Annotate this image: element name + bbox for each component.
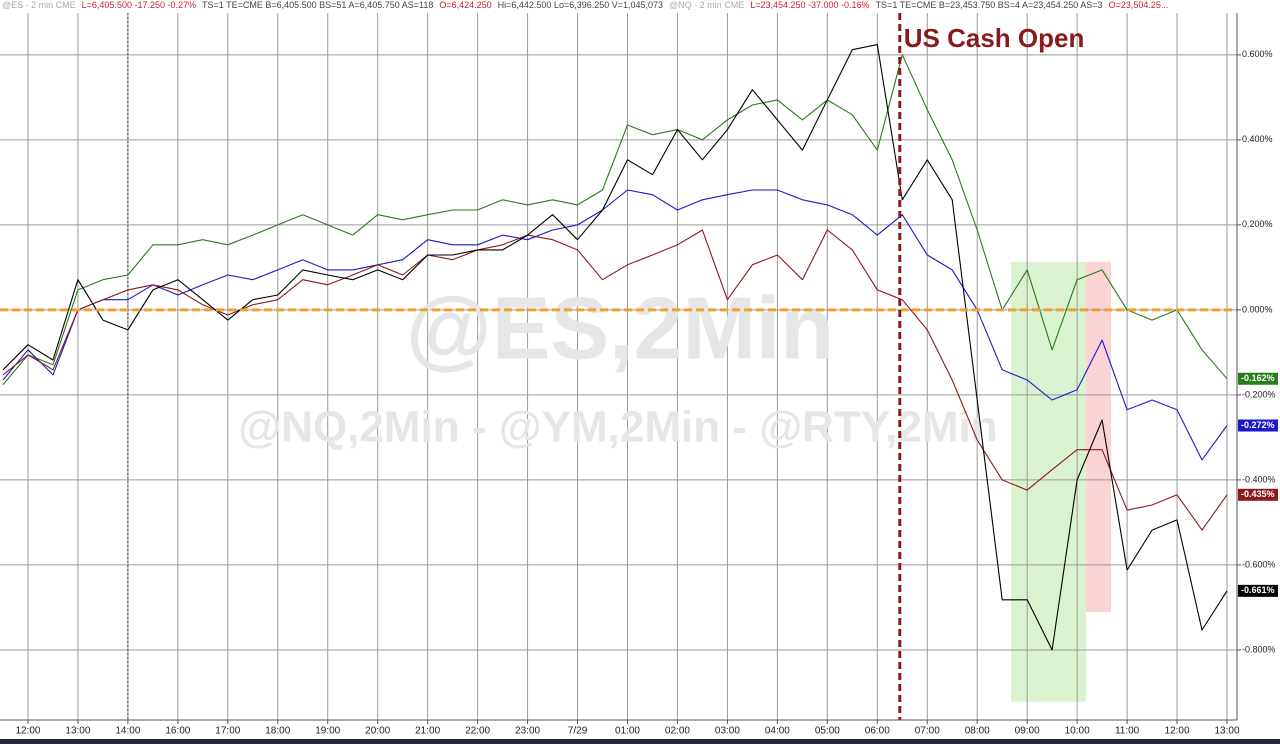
y-tick-label: -0.800% bbox=[1242, 644, 1276, 654]
shaded-layer bbox=[1011, 261, 1112, 702]
x-tick-label: 12:00 bbox=[15, 726, 40, 737]
x-tick-label: 02:00 bbox=[665, 726, 690, 737]
x-tick-label: 06:00 bbox=[865, 726, 890, 737]
x-tick-label: 08:00 bbox=[965, 726, 990, 737]
x-tick-label: 13:00 bbox=[65, 726, 90, 737]
watermark: @NQ,2Min - @YM,2Min - @RTY,2Min bbox=[238, 403, 997, 452]
x-tick-label: 17:00 bbox=[215, 726, 240, 737]
x-tick-label: 22:00 bbox=[465, 726, 490, 737]
x-tick-label: 05:00 bbox=[815, 726, 840, 737]
annotation: US Cash Open bbox=[904, 23, 1085, 53]
y-tick-label: -0.600% bbox=[1242, 559, 1276, 569]
x-tick-label: 19:00 bbox=[315, 726, 340, 737]
header-segment: @ES - 2 min CME bbox=[2, 0, 76, 10]
series-line bbox=[2, 189, 1228, 461]
x-tick-label: 09:00 bbox=[1015, 726, 1040, 737]
header: @ES - 2 min CME L=6,405.500 -17.250 -0.27… bbox=[2, 0, 1168, 10]
x-tick-label: 10:00 bbox=[1065, 726, 1090, 737]
x-tick-label: 07:00 bbox=[915, 726, 940, 737]
shaded-region bbox=[1086, 261, 1112, 613]
value-label-box bbox=[1238, 419, 1278, 432]
watermark: @ES,2Min bbox=[406, 278, 834, 377]
header-segment: O=23,504.25... bbox=[1109, 0, 1169, 10]
value-label: -0.162% bbox=[1241, 373, 1275, 383]
value-label: -0.435% bbox=[1241, 489, 1275, 499]
y-tick-label: -0.400% bbox=[1242, 474, 1276, 484]
header-segment: TS=1 TE=CME B=23,453.750 BS=4 A=23,454.2… bbox=[876, 0, 1103, 10]
value-label-box bbox=[1238, 584, 1278, 597]
value-label: -0.272% bbox=[1241, 420, 1275, 430]
header-segment: @NQ - 2 min CME bbox=[669, 0, 744, 10]
series-line bbox=[2, 44, 1228, 651]
series-line bbox=[2, 54, 1228, 386]
x-tick-label: 20:00 bbox=[365, 726, 390, 737]
y-tick-label: -0.200% bbox=[1242, 389, 1276, 399]
x-tick-label: 04:00 bbox=[765, 726, 790, 737]
header-bar bbox=[0, 0, 1280, 13]
x-tick-label: 13:00 bbox=[1214, 726, 1239, 737]
x-tick-label: 01:00 bbox=[615, 726, 640, 737]
value-label: -0.661% bbox=[1241, 585, 1275, 595]
value-label-box bbox=[1238, 488, 1278, 501]
watermark-layer: @ES,2Min @NQ,2Min - @YM,2Min - @RTY,2Min bbox=[238, 278, 997, 451]
lines-layer bbox=[2, 44, 1228, 651]
y-tick-label: 0.600% bbox=[1242, 49, 1273, 59]
x-tick-label: 11:00 bbox=[1115, 726, 1140, 737]
header-segment: TS=1 TE=CME B=6,405.500 BS=51 A=6,405.75… bbox=[202, 0, 433, 10]
overlay-layer: US Cash Open bbox=[0, 13, 1237, 720]
x-tick-label: 12:00 bbox=[1165, 726, 1190, 737]
x-tick-label: 18:00 bbox=[265, 726, 290, 737]
y-tick-label: 0.200% bbox=[1242, 219, 1273, 229]
shaded-region bbox=[1011, 261, 1087, 702]
series-line bbox=[2, 229, 1228, 531]
header-segment: Hi=6,442.500 Lo=6,396.250 V=1,045,073 bbox=[498, 0, 663, 10]
x-tick-label: 21:00 bbox=[415, 726, 440, 737]
x-tick-label: 14:00 bbox=[115, 726, 140, 737]
header-segment: L=6,405.500 -17.250 -0.27% bbox=[82, 0, 196, 10]
value-label-box bbox=[1238, 372, 1278, 385]
x-tick-label: 23:00 bbox=[515, 726, 540, 737]
bottom-bar bbox=[0, 739, 1280, 744]
y-tick-label: 0.400% bbox=[1242, 134, 1273, 144]
x-tick-label: 16:00 bbox=[165, 726, 190, 737]
header-segment: L=23,454.250 -37.000 -0.16% bbox=[750, 0, 869, 10]
x-tick-label: 7/29 bbox=[568, 726, 588, 737]
header-segment: O=6,424.250 bbox=[439, 0, 491, 10]
y-tick-label: 0.000% bbox=[1242, 304, 1273, 314]
axis-layer: 0.600% 0.400% 0.200% 0.000% -0.200% -0.400% -0… bbox=[15, 49, 1278, 737]
x-tick-label: 03:00 bbox=[715, 726, 740, 737]
